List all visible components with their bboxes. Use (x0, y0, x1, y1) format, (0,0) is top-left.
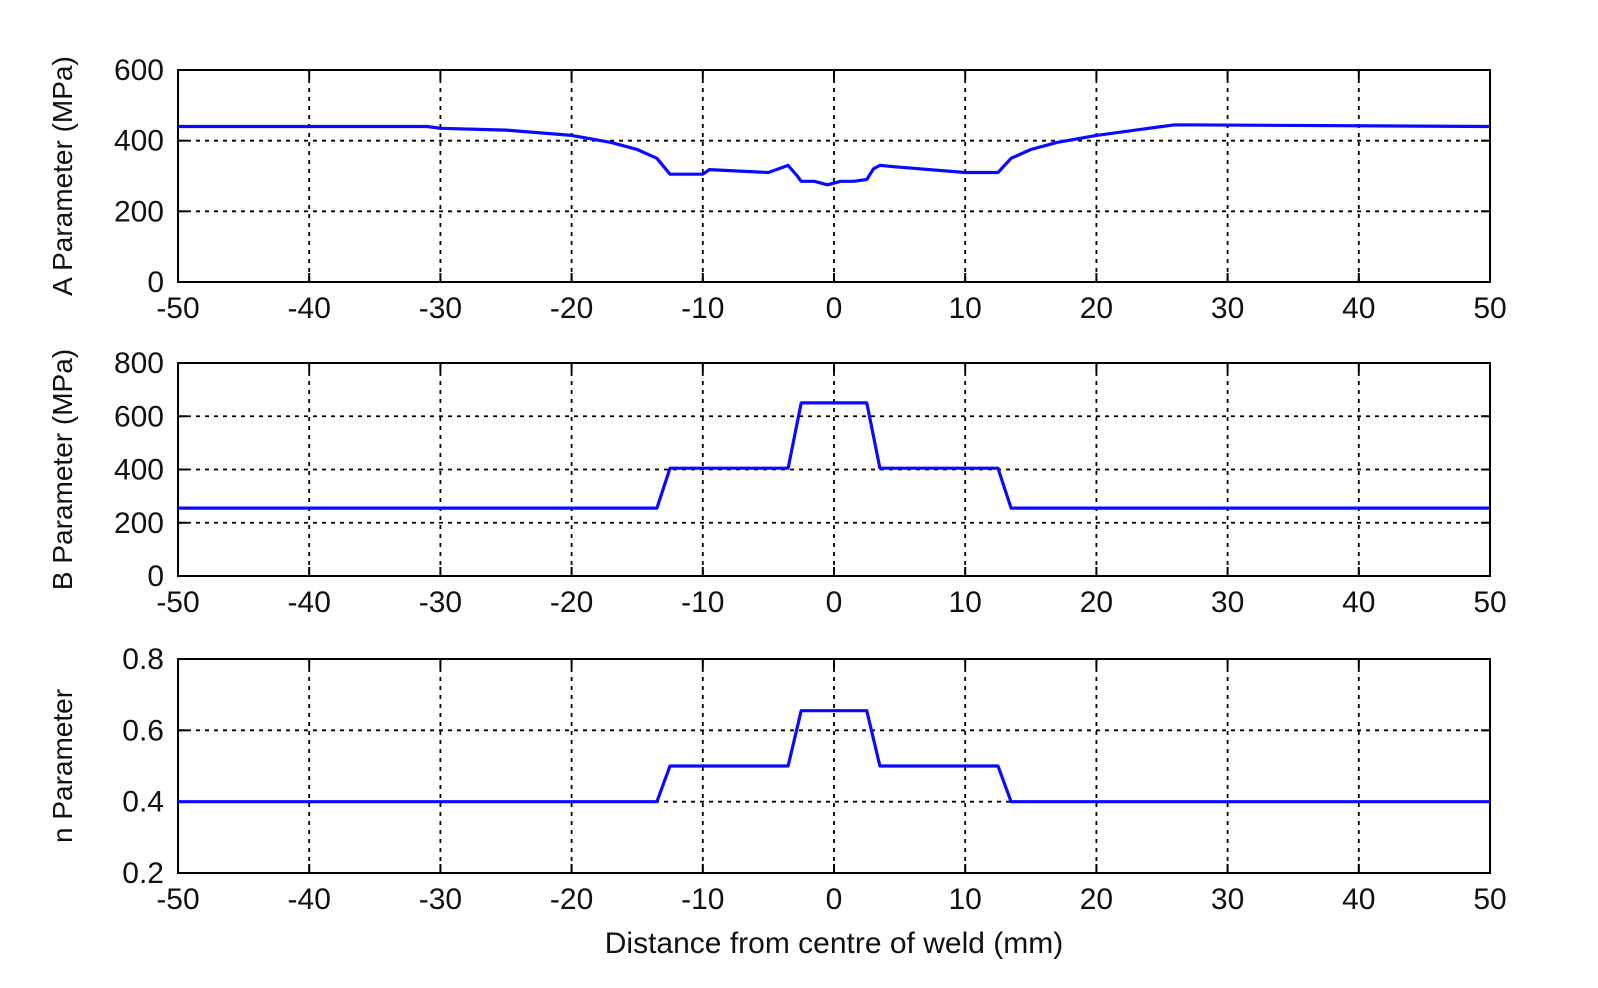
series-line (178, 123, 1491, 187)
x-tick-label: 40 (1342, 292, 1375, 325)
y-axis-label: n Parameter (47, 689, 78, 843)
x-tick-label: 0 (826, 292, 843, 325)
x-tick-label: 20 (1080, 883, 1113, 916)
x-axis-label: Distance from centre of weld (mm) (605, 927, 1063, 960)
y-tick-label: 0.8 (122, 643, 164, 676)
series-line (178, 709, 1490, 804)
y-tick-label: 400 (114, 125, 164, 158)
x-tick-label: 40 (1342, 883, 1375, 916)
x-tick-label: 50 (1473, 292, 1506, 325)
y-tick-label: 0 (147, 560, 164, 593)
x-tick-label: -30 (419, 586, 462, 619)
y-tick-label: 0.4 (122, 786, 164, 819)
x-tick-label: 30 (1211, 883, 1244, 916)
x-tick-label: -50 (156, 586, 199, 619)
y-tick-label: 800 (114, 347, 164, 380)
y-tick-label: 200 (114, 507, 164, 540)
chart-panel-2: -50 -40 -30 -20 -10 0 10 20 30 40 50 0 200 400 600 800 B… (47, 347, 1507, 619)
y-tick-label: 0.2 (122, 857, 164, 890)
y-tick-label: 0 (147, 266, 164, 299)
series-line (178, 401, 1490, 510)
x-tick-label: 20 (1080, 292, 1113, 325)
x-tick-label: 10 (949, 292, 982, 325)
x-tick-label: -50 (156, 292, 199, 325)
x-tick-label: -40 (288, 883, 331, 916)
y-axis-label: B Parameter (MPa) (47, 349, 78, 590)
x-tick-label: -20 (550, 586, 593, 619)
x-tick-label: 50 (1473, 586, 1506, 619)
x-tick-label: -10 (681, 292, 724, 325)
x-tick-label: 30 (1211, 586, 1244, 619)
y-axis-label: A Parameter (MPa) (47, 56, 78, 296)
x-tick-label: -50 (156, 883, 199, 916)
x-tick-label: -40 (288, 586, 331, 619)
x-tick-label: -10 (681, 883, 724, 916)
x-tick-label: -20 (550, 883, 593, 916)
chart-panel-1: -50 -40 -30 -20 -10 0 10 20 30 40 50 0 200 400 600 A Pa… (47, 54, 1507, 325)
x-tick-label: 20 (1080, 586, 1113, 619)
x-tick-label: 50 (1473, 883, 1506, 916)
x-tick-label: -40 (288, 292, 331, 325)
y-tick-label: 0.6 (122, 714, 164, 747)
x-tick-label: -30 (419, 292, 462, 325)
x-tick-label: -20 (550, 292, 593, 325)
y-tick-label: 400 (114, 454, 164, 487)
y-tick-label: 600 (114, 54, 164, 87)
y-tick-label: 600 (114, 400, 164, 433)
x-tick-label: 0 (826, 883, 843, 916)
x-tick-label: 10 (949, 883, 982, 916)
chart-panel-3: -50 -40 -30 -20 -10 0 10 20 30 40 50 0.2 0.4 0.6 0.8 n … (47, 643, 1507, 960)
x-tick-label: 10 (949, 586, 982, 619)
y-tick-label: 200 (114, 195, 164, 228)
x-tick-label: 30 (1211, 292, 1244, 325)
x-tick-label: 0 (826, 586, 843, 619)
x-tick-label: 40 (1342, 586, 1375, 619)
x-tick-label: -30 (419, 883, 462, 916)
x-tick-label: -10 (681, 586, 724, 619)
